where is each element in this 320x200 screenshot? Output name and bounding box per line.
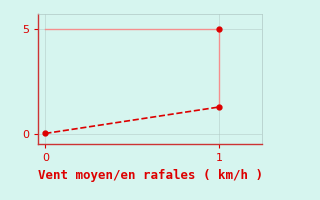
X-axis label: Vent moyen/en rafales ( km/h ): Vent moyen/en rafales ( km/h ) [38,169,263,182]
